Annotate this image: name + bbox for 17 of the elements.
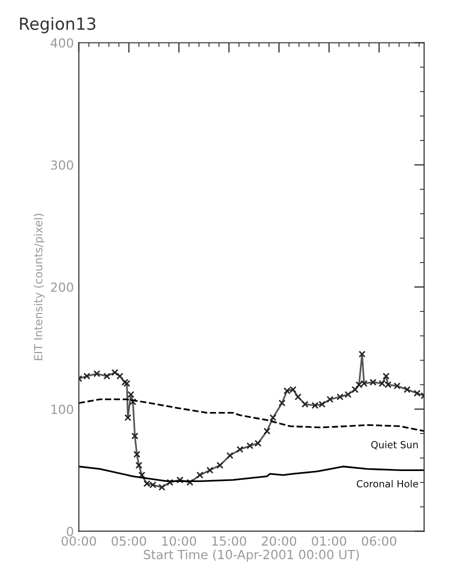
y-tick-label: 300	[51, 160, 74, 170]
x-axis-title: Start Time (10-Apr-2001 00:00 UT)	[144, 550, 359, 562]
y-tick-label: 400	[50, 38, 74, 48]
x-tick-label: 05:00	[112, 536, 146, 546]
y-tick-label: 200	[51, 282, 74, 292]
x-tick-label: 06:00	[362, 536, 396, 546]
series-label: Quiet Sun	[371, 440, 418, 450]
chart-title: Region13	[20, 17, 96, 34]
y-tick-label: 0	[66, 526, 74, 536]
x-tick-label: 00:00	[62, 536, 96, 546]
y-tick-label: 100	[51, 404, 74, 414]
series-label: Coronal Hole	[356, 480, 418, 488]
y-axis-title: EIT Intensity (counts/pixel)	[34, 214, 45, 360]
x-tick-label: 01:00	[312, 536, 346, 546]
x-tick-label: 10:00	[162, 536, 196, 546]
x-tick-label: 20:00	[262, 536, 296, 546]
x-tick-label: 15:00	[212, 536, 246, 546]
